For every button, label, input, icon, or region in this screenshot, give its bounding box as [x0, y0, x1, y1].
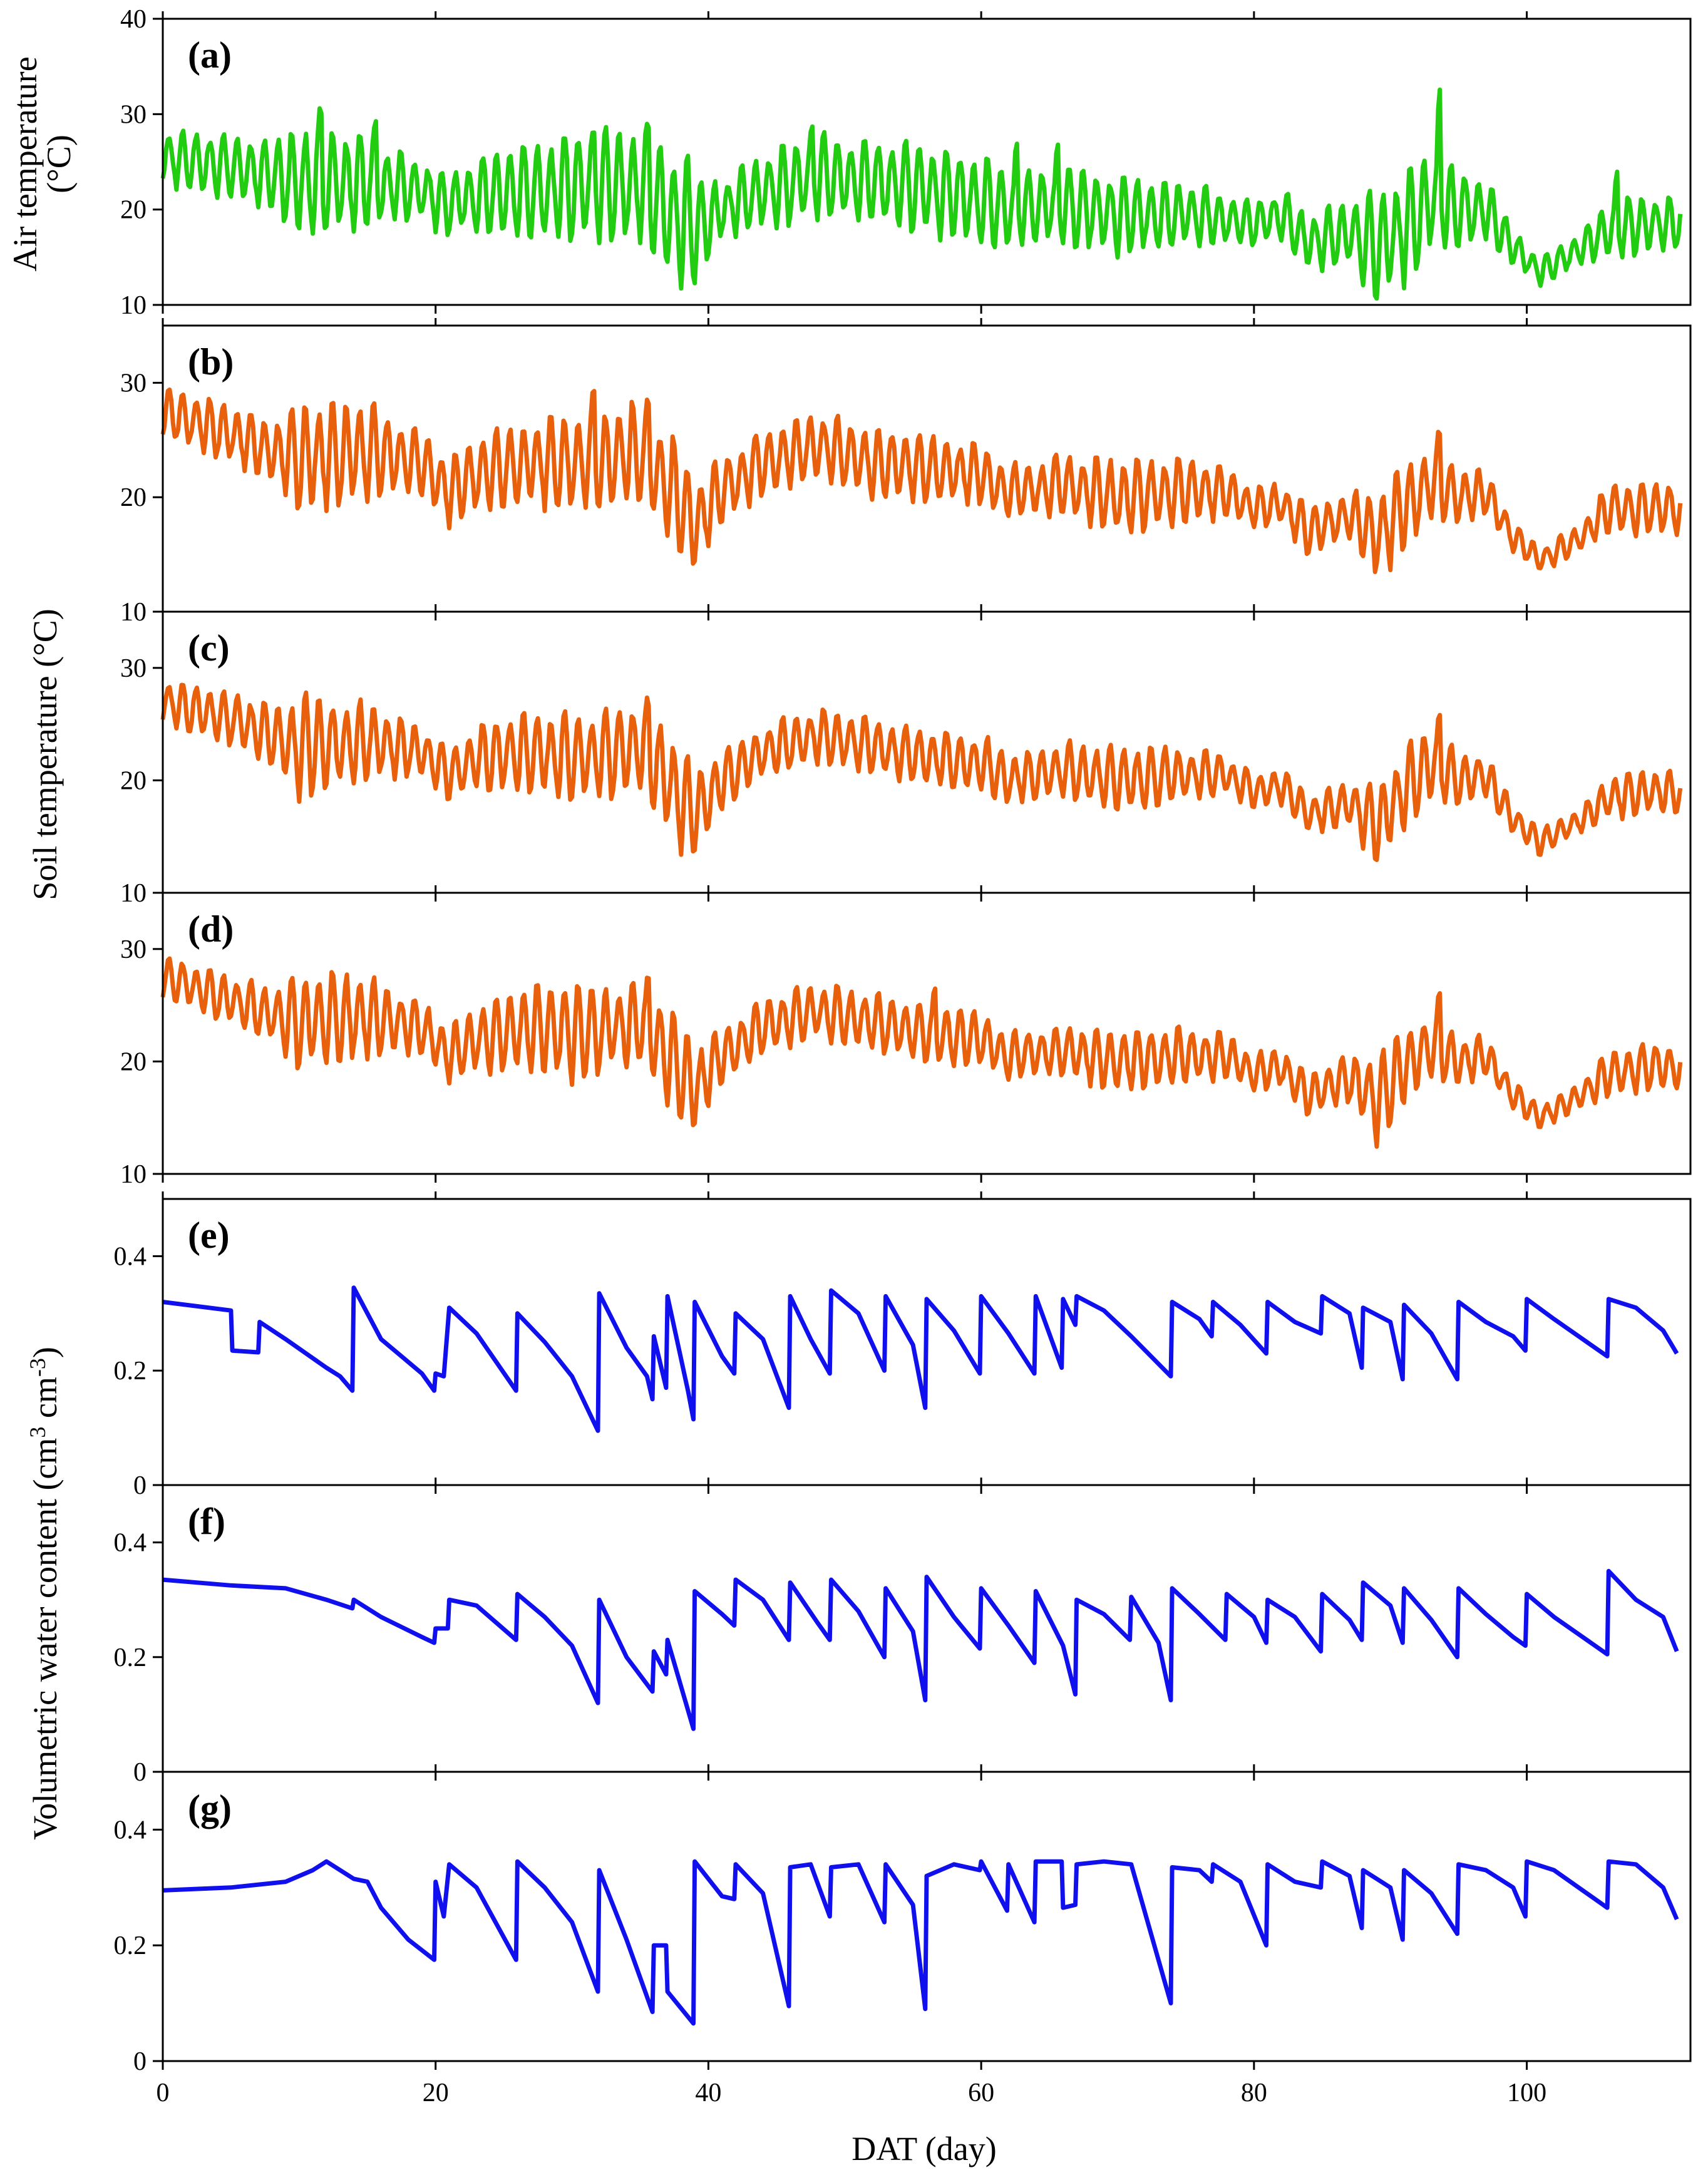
- x-axis-title: DAT (day): [851, 2130, 996, 2167]
- panel-frame: [162, 892, 1692, 1175]
- series-line-e: [162, 1285, 1679, 1433]
- y-tick-label: 10: [120, 291, 147, 320]
- y-tick-label: 0: [133, 1471, 147, 1500]
- y-tick-label: 0.4: [114, 1816, 147, 1844]
- y-tick-label: 40: [120, 5, 147, 34]
- panel-label: (e): [188, 1215, 230, 1256]
- y-tick-label: 30: [120, 369, 147, 398]
- y-tick-label: 30: [120, 654, 147, 683]
- y-tick-label: 10: [120, 598, 147, 627]
- panel-d: 10 20 30 (d): [120, 885, 1692, 1189]
- series-line-a: [160, 87, 1683, 301]
- series-line-c: [160, 682, 1683, 862]
- series-line-b: [160, 387, 1683, 574]
- panel-label: (b): [188, 341, 234, 383]
- y-tick-label: 10: [120, 879, 147, 908]
- panel-label: (a): [188, 34, 232, 76]
- y-tick-label: 0.2: [114, 1643, 147, 1672]
- series-line-f: [162, 1568, 1679, 1731]
- panel-frame: [162, 1771, 1692, 2062]
- y-tick-label: 0.2: [114, 1357, 147, 1386]
- x-tick-label: 60: [968, 2079, 994, 2107]
- y-tick-label: 20: [120, 196, 147, 225]
- y-tick-label: 0.4: [114, 1242, 147, 1271]
- panel-e: 0 0.2 0.4 (e): [114, 1191, 1692, 1500]
- panel-a: 10 20 30 40 (a): [120, 5, 1692, 320]
- y-tick-label: 0.2: [114, 1931, 147, 1960]
- series-line-d: [160, 956, 1683, 1149]
- y-tick-label: 0: [133, 2047, 147, 2076]
- y-tick-label: 30: [120, 935, 147, 964]
- vwc-title-main: Volumetric water content (cm: [26, 1438, 64, 1840]
- panel-f: 0 0.2 0.4 (f): [114, 1478, 1692, 1787]
- panel-label: (g): [188, 1787, 232, 1829]
- air-temperature-title-line1: Air temperature: [6, 56, 44, 271]
- x-tick-label: 40: [695, 2079, 721, 2107]
- series-line-g: [162, 1859, 1679, 2026]
- soil-temperature-title: Soil temperature (°C): [26, 609, 64, 900]
- panel-label: (f): [188, 1501, 225, 1542]
- y-tick-label: 0.4: [114, 1529, 147, 1558]
- panel-b: 10 20 30 (b): [120, 318, 1692, 627]
- x-tick-label: 100: [1507, 2079, 1546, 2107]
- x-tick-label: 0: [157, 2079, 170, 2107]
- x-tick-label: 80: [1241, 2079, 1267, 2107]
- vwc-title-sup1: 3: [25, 1427, 50, 1438]
- x-axis: 0 20 40 60 80 100: [157, 2079, 1547, 2107]
- panel-frame: [162, 18, 1692, 306]
- vwc-title-end: ): [26, 1347, 64, 1358]
- vwc-title-sup2: -3: [25, 1358, 50, 1377]
- vwc-title-mid: cm: [26, 1377, 64, 1426]
- y-tick-label: 20: [120, 1047, 147, 1076]
- y-tick-label: 0: [133, 1758, 147, 1787]
- vwc-title: Volumetric water content (cm3 cm-3): [25, 1347, 64, 1840]
- panel-label: (c): [188, 627, 230, 669]
- panel-c: 10 20 30 (c): [120, 604, 1692, 908]
- air-temperature-title-line2: (°C): [40, 135, 78, 193]
- y-tick-label: 20: [120, 483, 147, 512]
- x-tick-label: 20: [423, 2079, 449, 2107]
- panel-g: 0 0.2 0.4 (g): [114, 1764, 1692, 2076]
- y-tick-label: 10: [120, 1160, 147, 1189]
- panel-label: (d): [188, 908, 234, 950]
- y-tick-label: 30: [120, 100, 147, 129]
- y-tick-label: 20: [120, 766, 147, 795]
